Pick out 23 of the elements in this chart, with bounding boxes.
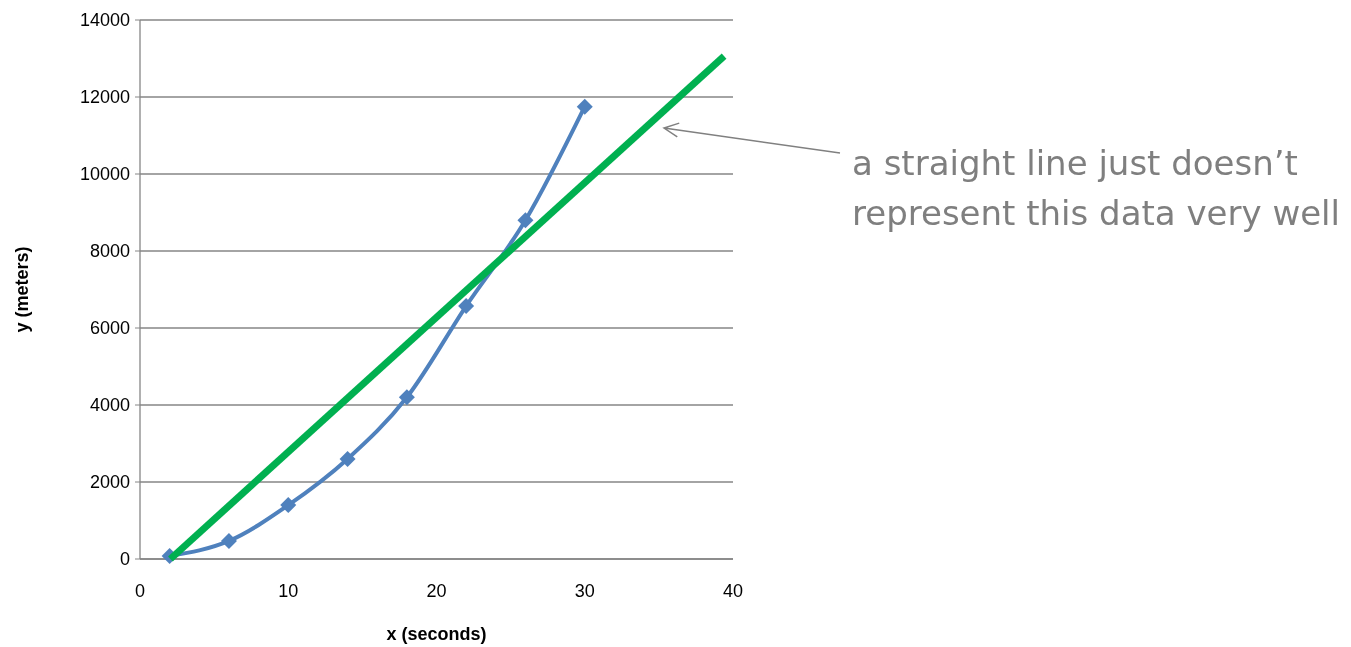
y-axis-title: y (meters): [12, 246, 32, 333]
point: [576, 98, 593, 115]
y-tick-label: 6000: [89, 318, 130, 339]
text: a straight line just doesn’t represent this data very well: [852, 143, 1341, 233]
point: [398, 389, 415, 406]
y-tick-label: 4000: [89, 395, 130, 416]
x-tick-label: 40: [722, 581, 744, 601]
x-tick-label: 20: [426, 581, 447, 601]
y-tick-label: 8000: [89, 241, 130, 262]
y-tick-label: 2000: [89, 472, 130, 493]
y-tick-label: 0: [119, 549, 130, 570]
x-axis-title: x (seconds): [386, 624, 487, 644]
point: [517, 212, 534, 229]
x-tick-label: 10: [278, 581, 299, 601]
y-tick-label: 14000: [79, 10, 130, 31]
point: [280, 497, 297, 514]
x-tick-label: 0: [134, 581, 146, 601]
point: [339, 450, 356, 467]
point: [220, 532, 237, 549]
y-tick-label: 10000: [79, 164, 130, 185]
x-tick-label: 30: [574, 581, 595, 601]
point: [458, 298, 475, 315]
y-tick-label: 12000: [79, 87, 130, 108]
